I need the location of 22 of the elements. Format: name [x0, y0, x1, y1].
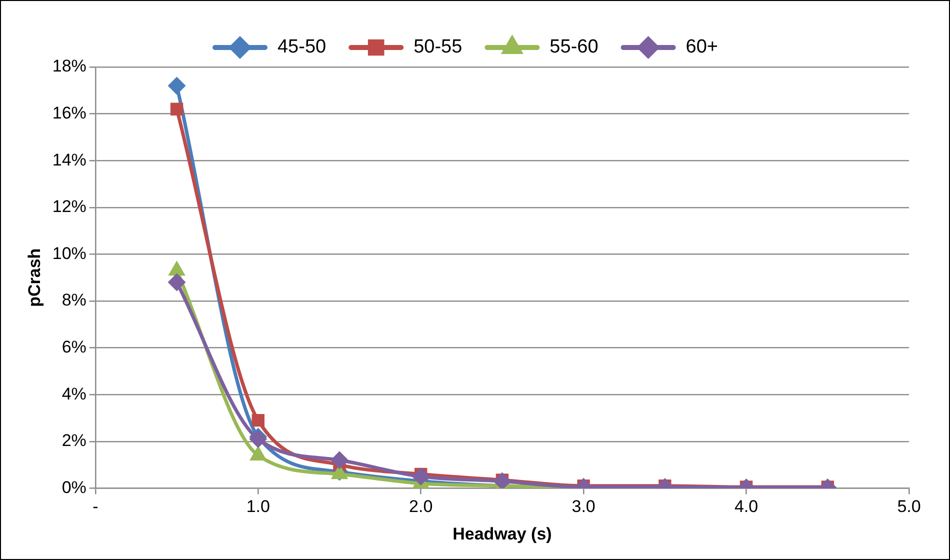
x-tick-label: -: [92, 497, 98, 516]
x-tick-label: 5.0: [897, 497, 921, 516]
legend-label: 50-55: [414, 36, 462, 58]
legend-label: 55-60: [550, 36, 598, 58]
y-tick-label: 16%: [52, 103, 86, 122]
y-tick-label: 2%: [62, 431, 86, 450]
legend-label: 60+: [686, 36, 718, 58]
y-tick-label: 12%: [52, 197, 86, 216]
x-axis-title: Headway (s): [452, 524, 552, 544]
legend-label: 45-50: [277, 36, 326, 58]
x-tick-label: 3.0: [572, 497, 596, 516]
x-tick-label: 1.0: [246, 497, 270, 516]
y-tick-label: 8%: [62, 290, 86, 310]
y-tick-label: 4%: [62, 384, 86, 404]
y-tick-label: 18%: [52, 56, 86, 76]
y-tick-label: 0%: [62, 478, 86, 497]
y-axis-title: pCrash: [24, 248, 44, 307]
x-tick-label: 4.0: [734, 497, 758, 516]
y-tick-label: 6%: [62, 337, 86, 356]
y-tick-label: 10%: [52, 244, 86, 263]
x-tick-label: 2.0: [409, 497, 433, 516]
y-tick-label: 14%: [52, 150, 86, 170]
